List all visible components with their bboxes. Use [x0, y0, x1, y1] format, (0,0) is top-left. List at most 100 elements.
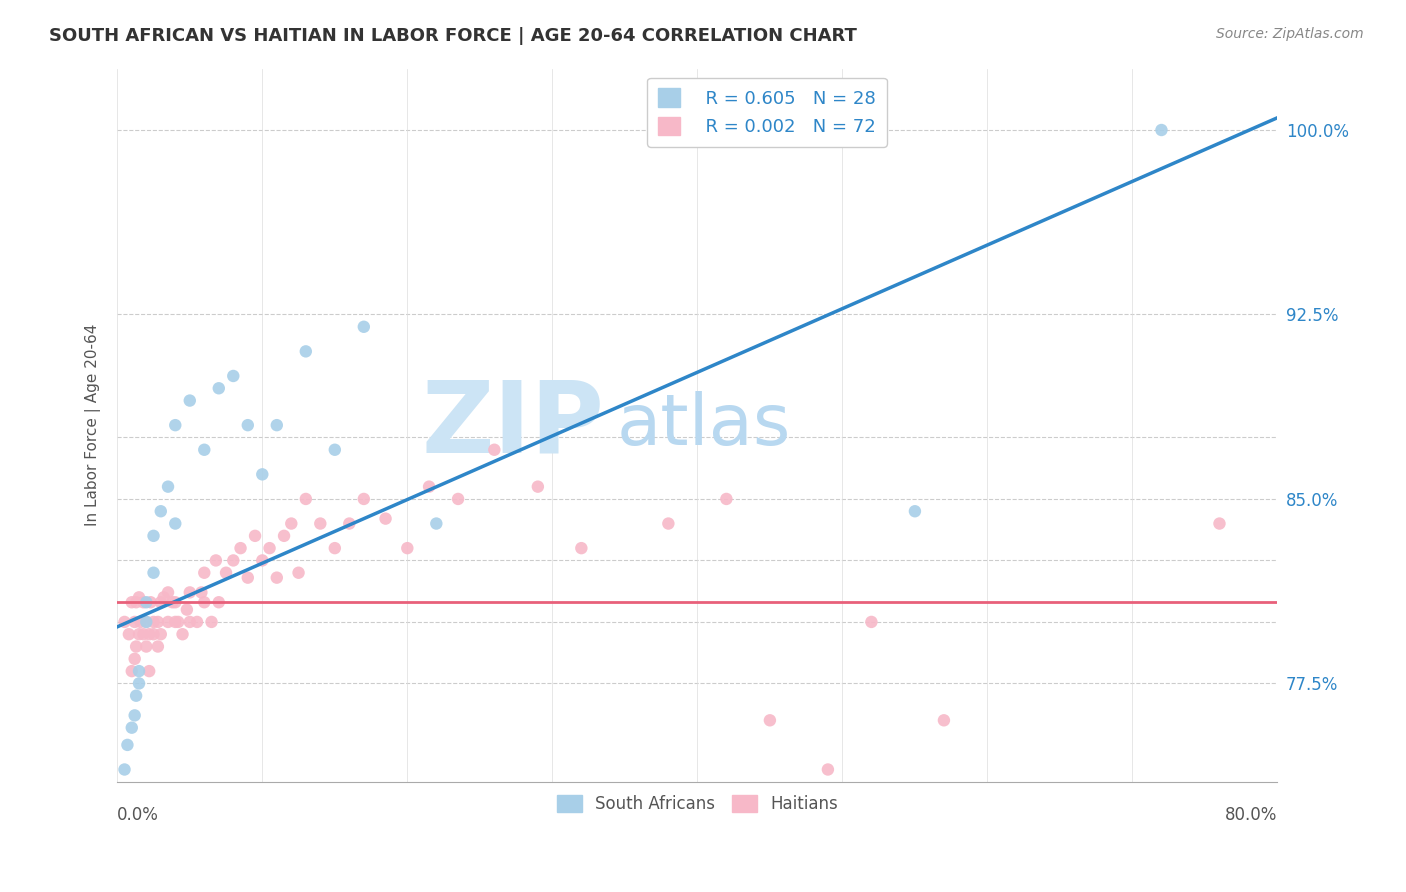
Point [179, 615, 201, 629]
Point [128, 664, 150, 678]
Point [149, 595, 172, 609]
Point [186, 615, 208, 629]
Point [135, 640, 157, 654]
Text: 80.0%: 80.0% [1225, 806, 1278, 824]
Point [179, 393, 201, 408]
Point [124, 652, 146, 666]
Point [135, 615, 157, 629]
Point [165, 418, 187, 433]
Point [138, 627, 160, 641]
Point [527, 480, 550, 494]
Point [125, 595, 148, 609]
Point [162, 595, 184, 609]
Point [146, 640, 169, 654]
Point [190, 585, 212, 599]
Point [266, 418, 288, 433]
Point [149, 504, 172, 518]
Point [157, 585, 180, 599]
Text: atlas: atlas [616, 391, 790, 459]
Point [287, 566, 309, 580]
Point [484, 442, 506, 457]
Point [129, 615, 152, 629]
Point [125, 640, 148, 654]
Point [205, 553, 228, 567]
Point [179, 585, 201, 599]
Point [138, 664, 160, 678]
Point [236, 571, 259, 585]
Point [208, 381, 231, 395]
Point [142, 566, 165, 580]
Point [418, 480, 440, 494]
Text: 0.0%: 0.0% [117, 806, 159, 824]
Point [657, 516, 679, 531]
Point [139, 595, 162, 609]
Point [716, 491, 738, 506]
Point [259, 541, 281, 556]
Point [817, 763, 839, 777]
Point [121, 595, 143, 609]
Point [124, 615, 146, 629]
Point [425, 516, 447, 531]
Point [172, 627, 194, 641]
Point [165, 615, 187, 629]
Point [142, 627, 165, 641]
Point [1208, 516, 1230, 531]
Text: SOUTH AFRICAN VS HAITIAN IN LABOR FORCE | AGE 20-64 CORRELATION CHART: SOUTH AFRICAN VS HAITIAN IN LABOR FORCE … [49, 27, 858, 45]
Point [280, 516, 302, 531]
Point [165, 516, 187, 531]
Point [152, 591, 174, 605]
Point [124, 708, 146, 723]
Point [266, 571, 288, 585]
Text: ZIP: ZIP [422, 376, 605, 474]
Point [114, 615, 136, 629]
Point [193, 566, 215, 580]
Point [121, 721, 143, 735]
Point [323, 541, 346, 556]
Point [200, 615, 222, 629]
Point [167, 615, 190, 629]
Point [374, 511, 396, 525]
Point [353, 491, 375, 506]
Point [125, 689, 148, 703]
Point [193, 442, 215, 457]
Point [1150, 123, 1173, 137]
Point [860, 615, 883, 629]
Point [157, 480, 180, 494]
Point [114, 763, 136, 777]
Point [295, 344, 318, 359]
Point [396, 541, 419, 556]
Point [252, 553, 274, 567]
Point [149, 627, 172, 641]
Point [117, 738, 139, 752]
Point [569, 541, 592, 556]
Point [135, 595, 157, 609]
Point [135, 615, 157, 629]
Point [132, 627, 155, 641]
Point [932, 714, 955, 728]
Point [142, 615, 165, 629]
Point [215, 566, 238, 580]
Y-axis label: In Labor Force | Age 20-64: In Labor Force | Age 20-64 [86, 324, 101, 526]
Point [222, 368, 245, 383]
Point [447, 491, 470, 506]
Point [176, 602, 198, 616]
Point [208, 595, 231, 609]
Point [165, 595, 187, 609]
Point [904, 504, 927, 518]
Point [128, 591, 150, 605]
Point [759, 714, 782, 728]
Point [121, 664, 143, 678]
Point [309, 516, 332, 531]
Point [118, 627, 141, 641]
Legend: South Africans, Haitians: South Africans, Haitians [550, 789, 845, 820]
Text: Source: ZipAtlas.com: Source: ZipAtlas.com [1216, 27, 1364, 41]
Point [353, 319, 375, 334]
Point [157, 615, 180, 629]
Point [142, 529, 165, 543]
Point [128, 676, 150, 690]
Point [243, 529, 266, 543]
Point [146, 615, 169, 629]
Point [193, 595, 215, 609]
Point [229, 541, 252, 556]
Point [132, 595, 155, 609]
